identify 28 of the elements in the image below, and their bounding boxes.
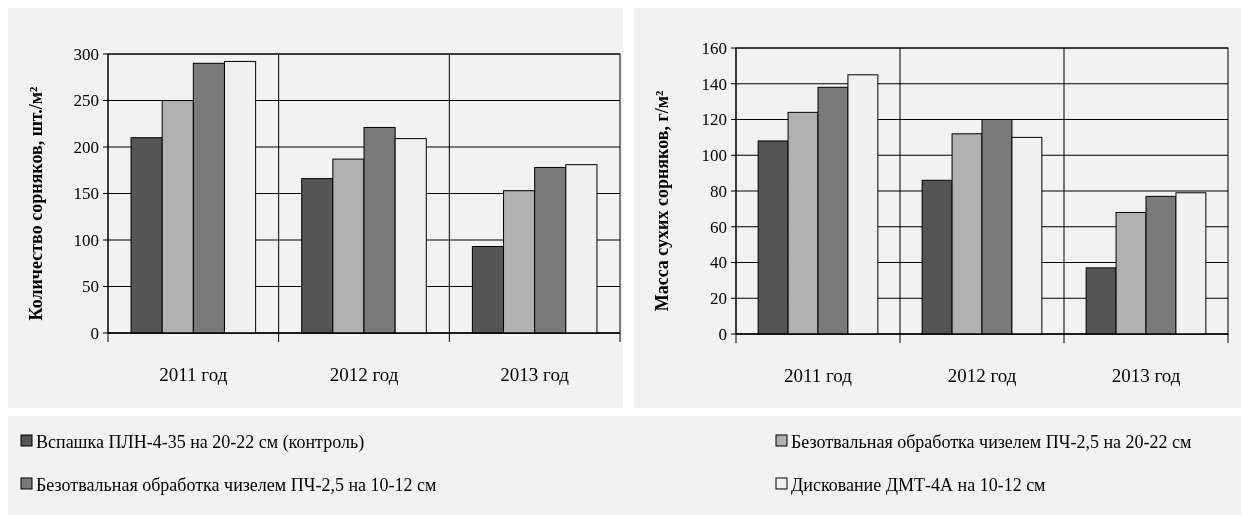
x-tick-label: 2011 год [784,365,853,386]
y-tick-label: 0 [718,324,727,344]
y-tick-label: 100 [701,146,727,166]
y-tick-label: 50 [82,277,99,297]
y-tick-label: 150 [73,184,99,204]
x-tick-label: 2012 год [329,364,399,385]
x-tick-label: 2013 год [1111,365,1181,386]
y-tick-label: 20 [710,289,727,309]
y-tick-label: 80 [710,181,727,201]
x-tick-label: 2011 год [159,364,228,385]
legend-label: Безотвальная обработка чизелем ПЧ-2,5 на 20-22 см [791,432,1192,452]
legend-label: Безотвальная обработка чизелем ПЧ-2,5 на 10-12 см [36,475,437,495]
y-tick-label: 300 [73,44,99,64]
y-tick-label: 100 [73,230,99,250]
y-tick-label: 250 [73,91,99,111]
y-tick-label: 200 [73,137,99,157]
y-tick-label: 140 [701,74,727,94]
legend-label: Вспашка ПЛН-4-35 на 20-22 см (контроль) [36,432,365,453]
y-tick-label: 60 [710,217,727,237]
y-tick-label: 40 [710,253,727,273]
y-axis-title: Масса сухих сорняков, г/м² [652,90,672,312]
y-tick-label: 160 [701,38,727,58]
x-tick-label: 2013 год [500,364,570,385]
legend-label: Дискование ДМТ-4А на 10-12 см [791,475,1046,495]
y-tick-label: 120 [701,110,727,130]
x-tick-label: 2012 год [947,365,1017,386]
y-tick-label: 0 [90,323,99,343]
y-axis-title: Количество сорняков, шт./м² [26,86,46,321]
